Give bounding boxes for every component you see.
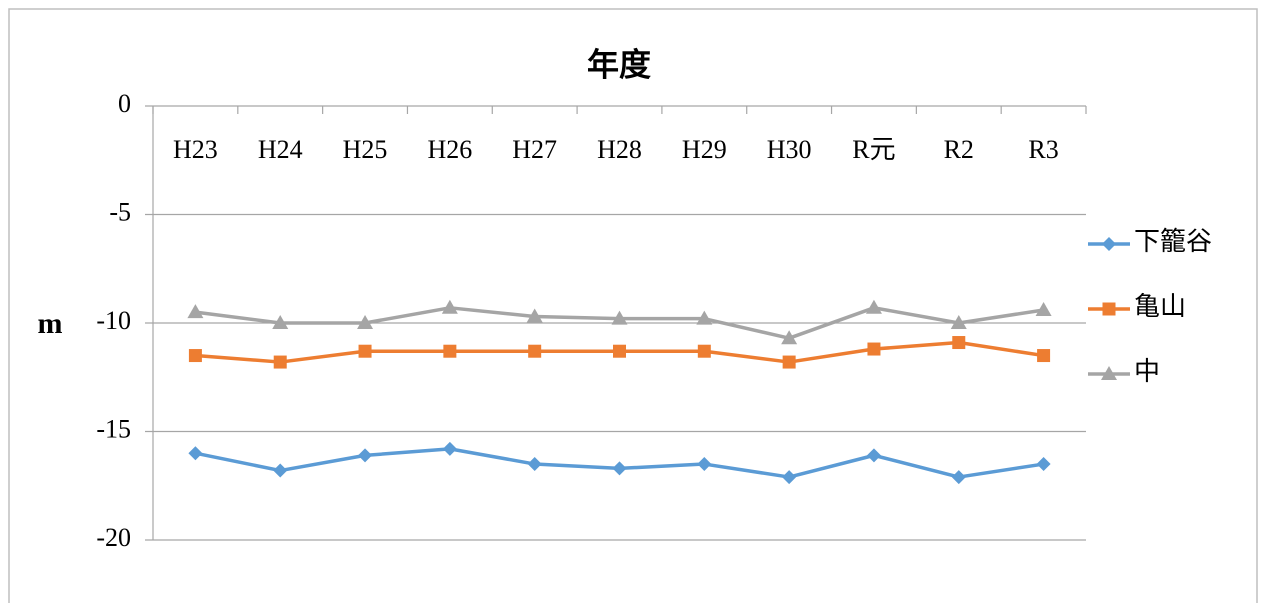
legend-label: 下籠谷 [1134, 227, 1212, 256]
legend-marker [1102, 237, 1116, 251]
data-point [613, 344, 626, 358]
x-tick-label: H26 [427, 135, 472, 164]
x-tick-label: H25 [343, 135, 388, 164]
chart-border [8, 8, 1258, 603]
x-tick-label: R3 [1028, 135, 1058, 164]
data-point [188, 446, 203, 461]
x-tick-label: H30 [767, 135, 812, 164]
data-point [697, 457, 712, 472]
data-point [611, 310, 628, 325]
x-tick-label: H28 [597, 135, 642, 164]
x-tick-label: H29 [682, 135, 727, 164]
data-point [443, 344, 457, 358]
data-point [358, 344, 372, 358]
data-point [950, 315, 967, 329]
data-point [1035, 301, 1052, 316]
data-point [867, 342, 881, 356]
data-point [782, 355, 796, 369]
y-tick-label: -5 [109, 197, 131, 226]
x-axis-title: 年度 [587, 46, 651, 82]
data-point [528, 344, 542, 358]
data-point [696, 310, 713, 325]
data-point [782, 470, 797, 485]
data-point [273, 355, 287, 369]
data-point [187, 304, 204, 319]
x-tick-label: H23 [173, 135, 218, 164]
y-tick-label: -15 [96, 414, 131, 443]
data-point [526, 308, 543, 323]
legend-label: 中 [1134, 357, 1160, 386]
data-point [865, 299, 882, 314]
data-point [951, 470, 966, 485]
y-tick-label: -20 [96, 523, 131, 552]
data-point [1036, 457, 1051, 472]
data-point [1037, 349, 1051, 363]
y-axis-title: m [38, 307, 63, 340]
data-point [781, 330, 798, 345]
data-point [441, 299, 458, 314]
data-point [527, 457, 542, 472]
legend-label: 亀山 [1134, 292, 1186, 321]
x-tick-label: R元 [852, 135, 895, 164]
x-tick-label: R2 [944, 135, 974, 164]
data-point [272, 315, 289, 329]
x-tick-label: H24 [258, 135, 303, 164]
data-point [612, 461, 627, 476]
x-tick-label: H27 [512, 135, 557, 164]
data-point [952, 336, 966, 350]
data-point [358, 448, 373, 463]
y-tick-label: 0 [118, 89, 131, 118]
data-point [866, 448, 881, 463]
data-point [357, 315, 374, 329]
data-point [188, 349, 202, 363]
data-point [273, 463, 288, 478]
data-point [442, 441, 457, 456]
data-point [697, 344, 711, 358]
legend-marker [1102, 302, 1116, 316]
y-tick-label: -10 [96, 306, 131, 335]
legend-marker [1101, 366, 1117, 380]
